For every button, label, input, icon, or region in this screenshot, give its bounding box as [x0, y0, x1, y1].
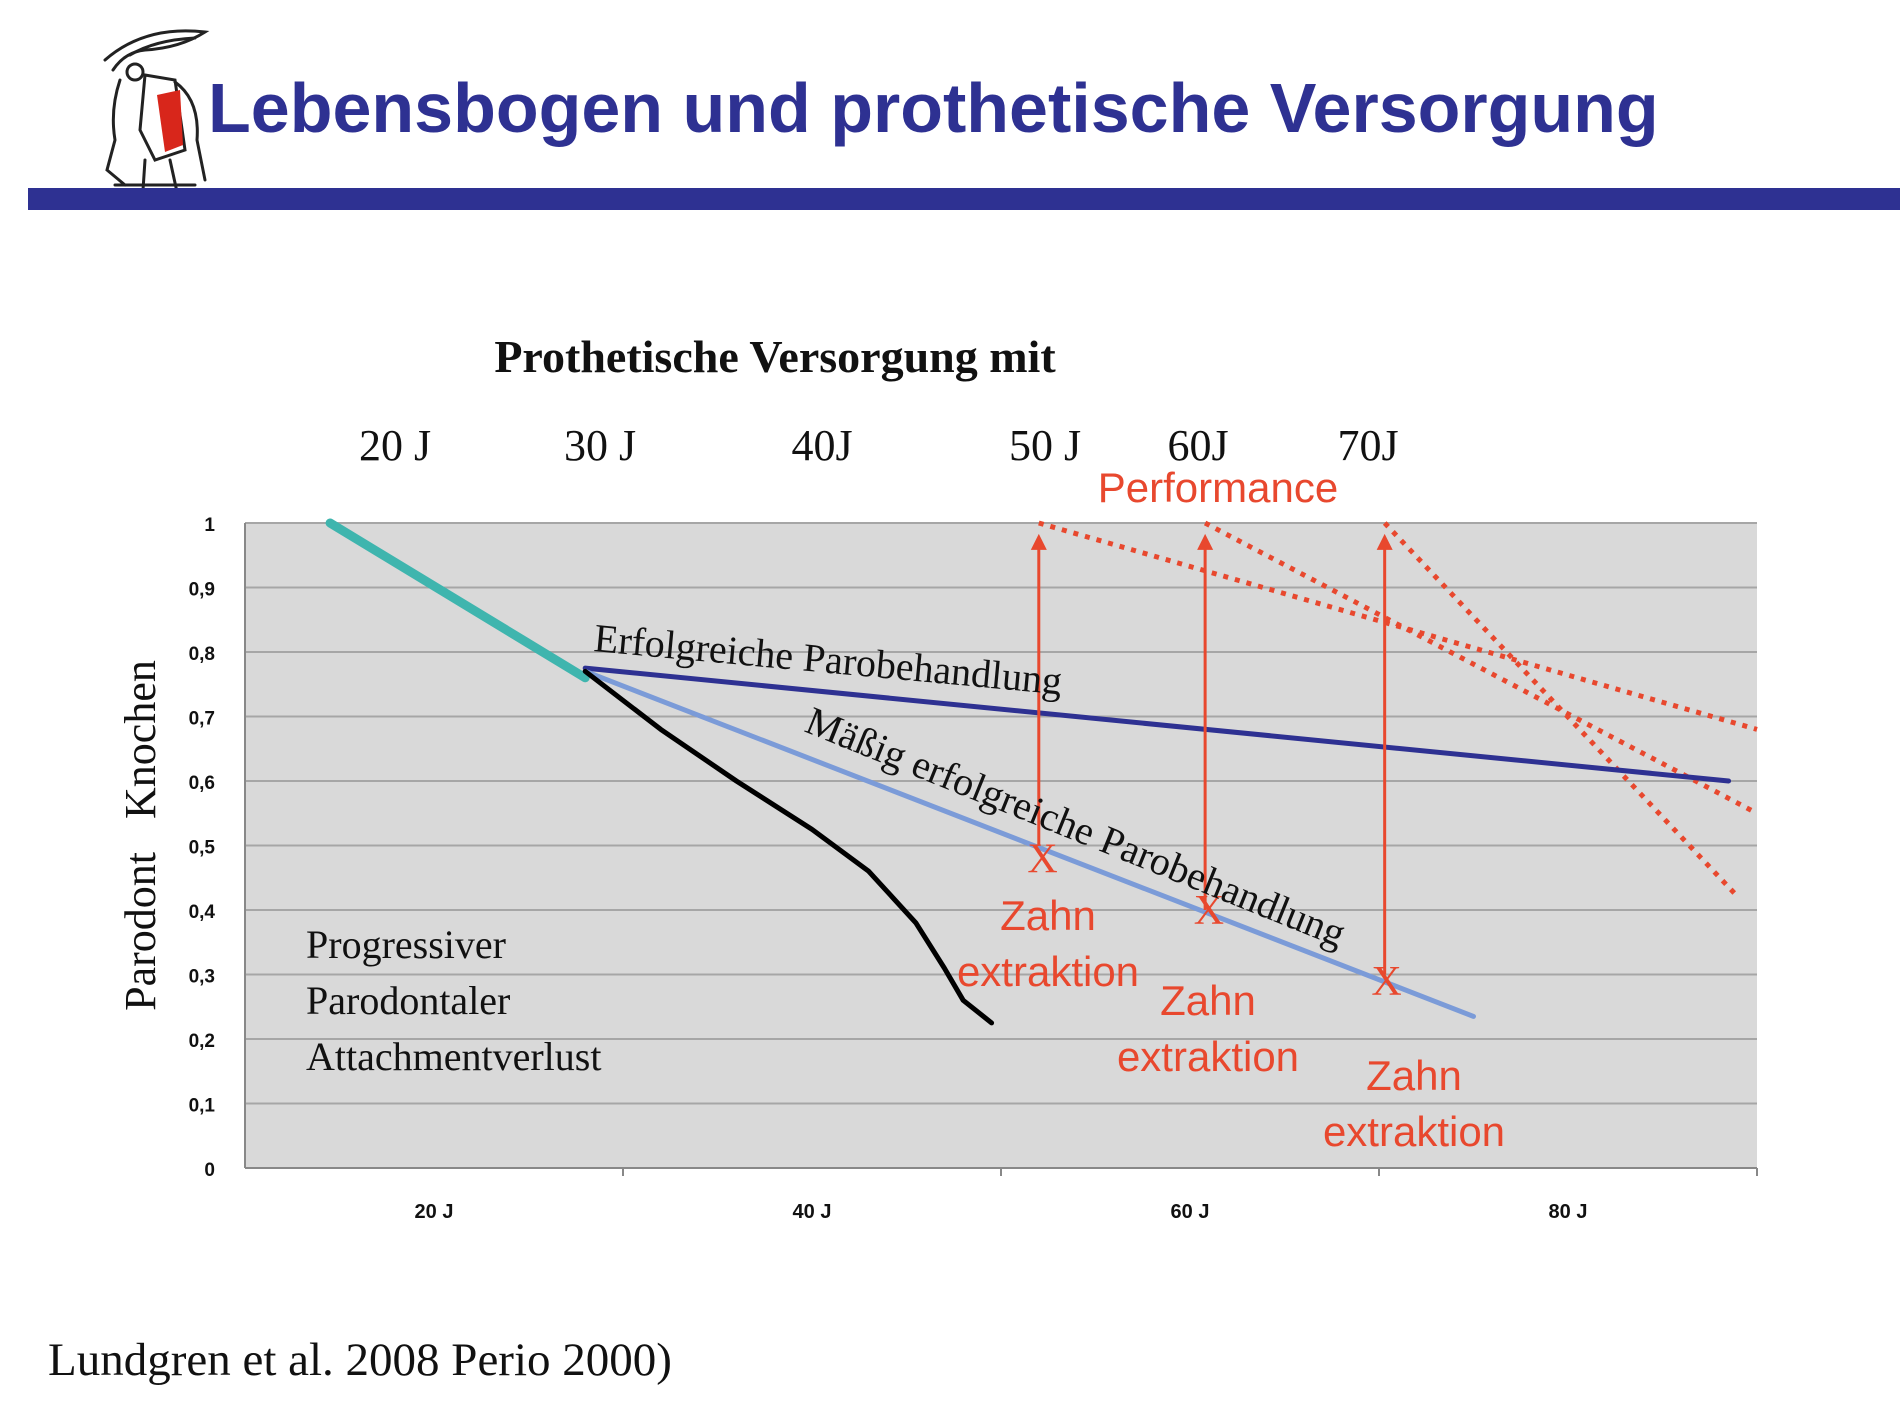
performance-line [1382, 521, 1740, 899]
annotation-zahn-extraktion: extraktion [1323, 1108, 1505, 1155]
x-tick-label: 80 J [1549, 1201, 1588, 1223]
extraction-arrow-head [1197, 533, 1214, 550]
x-tick-label: 60 J [1171, 1201, 1210, 1223]
top-age-labels: 20 J 30 J 40J 50 J 60J 70J [359, 421, 1399, 470]
title-rule [28, 188, 1900, 210]
annotation-zahn-extraktion: Zahn [1160, 977, 1256, 1024]
top-age-label: 50 J [1009, 421, 1081, 470]
annotation-progressiver-attachmentverlust: Progressiver [306, 922, 506, 967]
extraction-mark: X [1027, 836, 1057, 882]
y-tick-label: 0,5 [189, 838, 216, 859]
performance-label: Performance [1098, 464, 1338, 511]
castle-dragon-logo [103, 29, 210, 194]
extraction-arrows [1030, 533, 1393, 975]
chart: Prothetische Versorgung mit 20 J 30 J 40J 5… [116, 331, 1759, 1223]
x-tick-label: 40 J [793, 1201, 832, 1223]
y-tick-label: 0,6 [189, 773, 215, 794]
y-tick-labels: 0 0,1 0,2 0,3 0,4 0,5 0,6 0,7 0,8 0,9 1 [189, 515, 216, 1181]
annotation-zahn-extraktion: Zahn [1366, 1052, 1462, 1099]
x-tick-labels: 20 J 40 J 60 J 80 J [415, 1201, 1588, 1223]
extraction-mark: X [1371, 959, 1401, 1005]
annotation-zahn-extraktion: Zahn [1000, 892, 1096, 939]
y-tick-label: 1 [204, 515, 215, 536]
chart-title: Prothetische Versorgung mit [494, 331, 1056, 382]
y-tick-label: 0,4 [189, 902, 216, 923]
axes [244, 523, 1758, 1176]
y-tick-label: 0 [204, 1160, 215, 1181]
y-tick-label: 0,8 [189, 644, 215, 665]
series-line [582, 668, 995, 1026]
top-age-label: 20 J [359, 421, 431, 470]
series-line [325, 518, 590, 683]
y-axis-label: Parodont Knochen [116, 660, 165, 1011]
y-tick-label: 0,9 [189, 580, 215, 601]
annotation-zahn-extraktion: extraktion [1117, 1033, 1299, 1080]
gridlines [245, 522, 1757, 1105]
extraction-mark: X [1194, 888, 1224, 934]
y-tick-label: 0,2 [189, 1031, 215, 1052]
top-age-label: 30 J [564, 421, 636, 470]
y-tick-label: 0,7 [189, 709, 215, 730]
extraction-marks: X X X [1027, 836, 1401, 1005]
y-tick-label: 0,3 [189, 967, 215, 988]
series-lines [325, 518, 1732, 1026]
series-line [582, 665, 1732, 784]
annotation-zahn-extraktion: extraktion [957, 948, 1139, 995]
citation: Lundgren et al. 2008 Perio 2000) [48, 1334, 672, 1386]
annotation-progressiver-attachmentverlust: Parodontaler [306, 978, 510, 1023]
performance-lines [1038, 520, 1759, 899]
slide-title: Lebensbogen und prothetische Versorgung [208, 69, 1659, 147]
y-tick-label: 0,1 [189, 1096, 216, 1117]
top-age-label: 40J [791, 421, 852, 470]
top-age-label: 70J [1337, 421, 1398, 470]
x-tick-label: 20 J [415, 1201, 454, 1223]
performance-line [1203, 520, 1759, 816]
series-line [582, 668, 1476, 1019]
annotation-progressiver-attachmentverlust: Attachmentverlust [306, 1034, 601, 1079]
extraction-arrow-head [1376, 533, 1393, 550]
extraction-arrow-head [1030, 533, 1047, 550]
top-age-label: 60J [1167, 421, 1228, 470]
